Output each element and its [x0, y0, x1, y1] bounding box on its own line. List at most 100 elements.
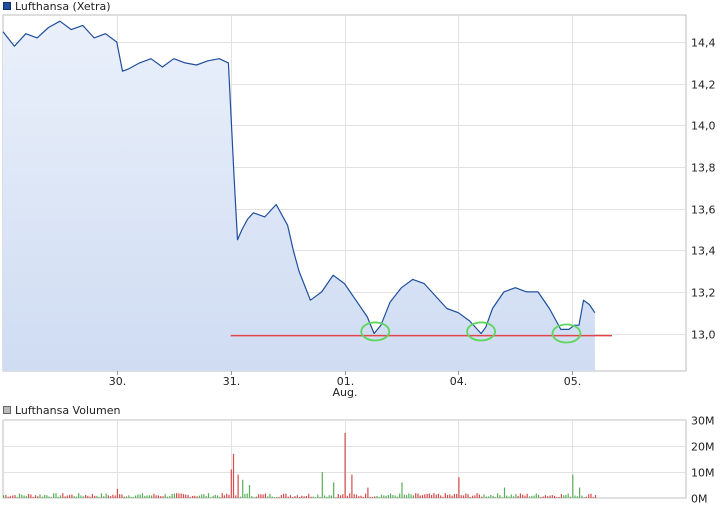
- volume-bar: [476, 493, 478, 498]
- volume-bar: [9, 496, 11, 498]
- volume-bar: [119, 494, 121, 498]
- volume-y-tick-label: 30M: [691, 415, 715, 428]
- volume-legend: Lufthansa Volumen: [3, 403, 121, 417]
- volume-bar: [349, 493, 351, 498]
- volume-bar: [203, 494, 205, 498]
- volume-bar: [214, 494, 216, 498]
- volume-bar: [73, 496, 75, 498]
- volume-bar: [547, 496, 549, 498]
- volume-legend-swatch: [3, 406, 11, 414]
- volume-bar: [228, 494, 230, 498]
- volume-bar: [408, 493, 410, 498]
- volume-bar: [401, 482, 403, 498]
- volume-bar: [48, 496, 50, 498]
- volume-bar: [581, 495, 583, 498]
- volume-bar: [44, 494, 46, 498]
- volume-bar: [567, 493, 569, 498]
- volume-bar: [25, 496, 27, 498]
- volume-bar: [481, 496, 483, 498]
- volume-bar: [285, 493, 287, 498]
- volume-bar: [458, 477, 460, 498]
- price-y-tick-label: 14,0: [691, 120, 716, 133]
- volume-bar: [287, 496, 289, 498]
- volume-bar: [451, 495, 453, 498]
- volume-bar: [301, 495, 303, 498]
- volume-bar: [180, 493, 182, 498]
- volume-bar: [16, 496, 18, 498]
- volume-bar: [346, 495, 348, 498]
- volume-bar: [583, 497, 585, 498]
- volume-bar: [351, 474, 353, 498]
- volume-bar: [85, 494, 87, 498]
- volume-bar: [144, 495, 146, 498]
- price-area-fill: [3, 21, 595, 371]
- volume-bar: [485, 496, 487, 498]
- volume-bar: [273, 497, 276, 498]
- volume-bar: [431, 495, 433, 498]
- volume-bar: [237, 474, 239, 498]
- volume-bar: [335, 497, 337, 498]
- volume-bar: [355, 494, 358, 498]
- volume-bar: [308, 493, 310, 498]
- volume-bar: [258, 494, 260, 498]
- volume-bar: [576, 496, 578, 498]
- volume-bar: [100, 493, 103, 498]
- volume-bar: [519, 493, 521, 498]
- volume-legend-label: Lufthansa Volumen: [15, 403, 121, 417]
- volume-bar: [440, 495, 442, 498]
- price-legend: Lufthansa (Xetra): [3, 0, 111, 13]
- volume-bar: [533, 495, 535, 498]
- volume-bar: [5, 494, 7, 498]
- volume-bar: [574, 495, 576, 498]
- volume-bar: [187, 494, 189, 498]
- volume-bar: [264, 493, 266, 498]
- volume-bar: [337, 494, 339, 498]
- volume-bar: [269, 493, 271, 498]
- volume-bar: [444, 493, 446, 498]
- volume-bar: [517, 495, 519, 498]
- volume-bar: [94, 495, 96, 498]
- volume-bar: [41, 496, 43, 498]
- volume-bar: [367, 487, 369, 498]
- price-x-tick-label: 31.: [223, 375, 241, 388]
- annotation-ellipse: [466, 321, 497, 342]
- volume-bar: [155, 495, 157, 498]
- volume-bar: [185, 494, 187, 498]
- volume-bar: [221, 493, 223, 498]
- volume-bar: [153, 493, 155, 498]
- volume-bar: [162, 496, 164, 498]
- price-x-tick-label: 05.: [564, 375, 582, 388]
- volume-bar: [369, 496, 371, 498]
- volume-bar: [588, 494, 590, 498]
- volume-bar: [526, 493, 528, 498]
- volume-bar: [34, 495, 37, 498]
- volume-bar: [299, 497, 301, 498]
- volume-bar: [192, 495, 194, 498]
- volume-bar: [226, 493, 228, 498]
- volume-y-tick-label: 20M: [691, 441, 715, 454]
- volume-bar: [248, 485, 251, 498]
- volume-bar: [194, 495, 196, 498]
- volume-bar: [462, 495, 465, 498]
- volume-bar: [467, 494, 469, 498]
- volume-bar: [333, 482, 335, 498]
- volume-bar: [253, 497, 255, 498]
- volume-bar: [592, 497, 594, 498]
- volume-bar: [121, 494, 123, 498]
- volume-bar: [128, 495, 130, 498]
- volume-bar: [21, 494, 23, 498]
- volume-bar: [217, 495, 219, 498]
- volume-bar: [330, 495, 332, 498]
- volume-bar: [383, 495, 385, 498]
- volume-bar: [219, 496, 221, 498]
- volume-bar: [572, 474, 574, 498]
- volume-bar: [278, 497, 280, 498]
- volume-bar: [205, 496, 207, 498]
- price-y-tick-label: 13,8: [691, 162, 716, 175]
- volume-bar: [160, 496, 162, 498]
- volume-bar: [319, 496, 321, 498]
- price-chart: 13,0 13,2 13,4 13,6 13,8 14,0 14,2 14,4 30. 31. 01…: [2, 14, 716, 399]
- volume-bar: [387, 495, 389, 498]
- price-y-tick-label: 13,0: [691, 329, 716, 342]
- volume-bar: [242, 479, 244, 498]
